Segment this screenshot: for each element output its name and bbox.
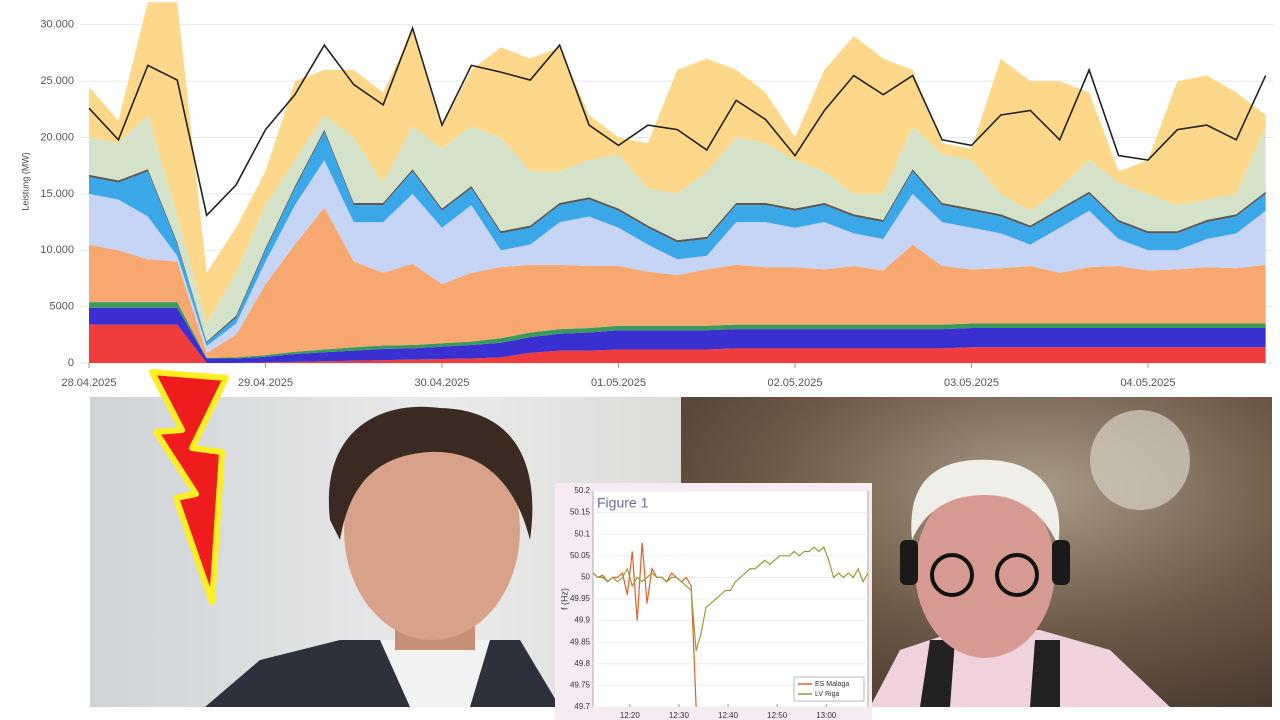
x-tick-label: 12:40 bbox=[718, 711, 739, 720]
frequency-chart: 49.7 49.75 49.8 49.85 49.9 49.95 50 50.05 50.1 50… bbox=[559, 486, 869, 720]
legend-label: ES Malaga bbox=[815, 681, 849, 688]
y-tick-label: 20.000 bbox=[40, 131, 74, 143]
area-layer bbox=[89, 131, 1266, 347]
y-tick-label: 30.000 bbox=[40, 19, 74, 31]
x-tick-label: 12:50 bbox=[767, 711, 788, 720]
demand-line bbox=[88, 25, 1267, 217]
y-tick-label: 15.000 bbox=[40, 188, 74, 200]
lightning-icon bbox=[149, 369, 229, 605]
x-tick-label: 30.04.2025 bbox=[414, 377, 469, 389]
y-tick-label: 50.2 bbox=[574, 486, 590, 495]
y-tick-label: 49.7 bbox=[574, 702, 590, 711]
y-axis-label: Leistung (MW) bbox=[20, 152, 30, 211]
y-tick-label: 50.05 bbox=[570, 551, 591, 560]
y-tick-label: 49.75 bbox=[570, 681, 591, 690]
y-tick-label: 49.9 bbox=[574, 616, 590, 625]
y-tick-label: 49.95 bbox=[570, 594, 591, 603]
x-tick-label: 13:00 bbox=[816, 711, 837, 720]
x-tick-label: 01.05.2025 bbox=[591, 377, 646, 389]
y-tick-label: 50.15 bbox=[570, 508, 591, 517]
y-axis-label: f (Hz) bbox=[559, 588, 569, 610]
legend-box bbox=[793, 676, 865, 702]
area-layer bbox=[89, 307, 1266, 363]
chart-title: Figure 1 bbox=[597, 495, 649, 511]
x-tick-label: 28.04.2025 bbox=[61, 377, 116, 389]
area-layer bbox=[89, 2, 1266, 324]
y-tick-label: 50 bbox=[581, 573, 590, 582]
area-layer bbox=[89, 302, 1266, 359]
y-tick-label: 49.8 bbox=[574, 659, 590, 668]
x-tick-label: 12:30 bbox=[669, 711, 690, 720]
x-tick-label: 29.04.2025 bbox=[238, 377, 293, 389]
y-tick-label: 50.1 bbox=[574, 529, 590, 538]
y-tick-label: 10.000 bbox=[40, 244, 74, 256]
y-tick-label: 25.000 bbox=[40, 75, 74, 87]
x-tick-label: 03.05.2025 bbox=[944, 377, 999, 389]
power-chart: 0 5000 10.000 15.000 20.000 25.000 30.000 28.04… bbox=[20, 2, 1273, 389]
x-tick-label: 04.05.2025 bbox=[1120, 377, 1175, 389]
y-tick-label: 0 bbox=[68, 357, 74, 369]
area-layer bbox=[89, 114, 1266, 342]
area-layer bbox=[89, 160, 1266, 353]
frequency-line bbox=[592, 546, 869, 652]
area-layer bbox=[89, 207, 1266, 358]
area-layer bbox=[89, 324, 1266, 363]
y-tick-label: 49.85 bbox=[570, 637, 591, 646]
x-tick-label: 02.05.2025 bbox=[767, 377, 822, 389]
x-tick-label: 12:20 bbox=[620, 711, 641, 720]
y-tick-label: 5000 bbox=[50, 301, 74, 313]
legend-label: LV Riga bbox=[815, 691, 839, 698]
